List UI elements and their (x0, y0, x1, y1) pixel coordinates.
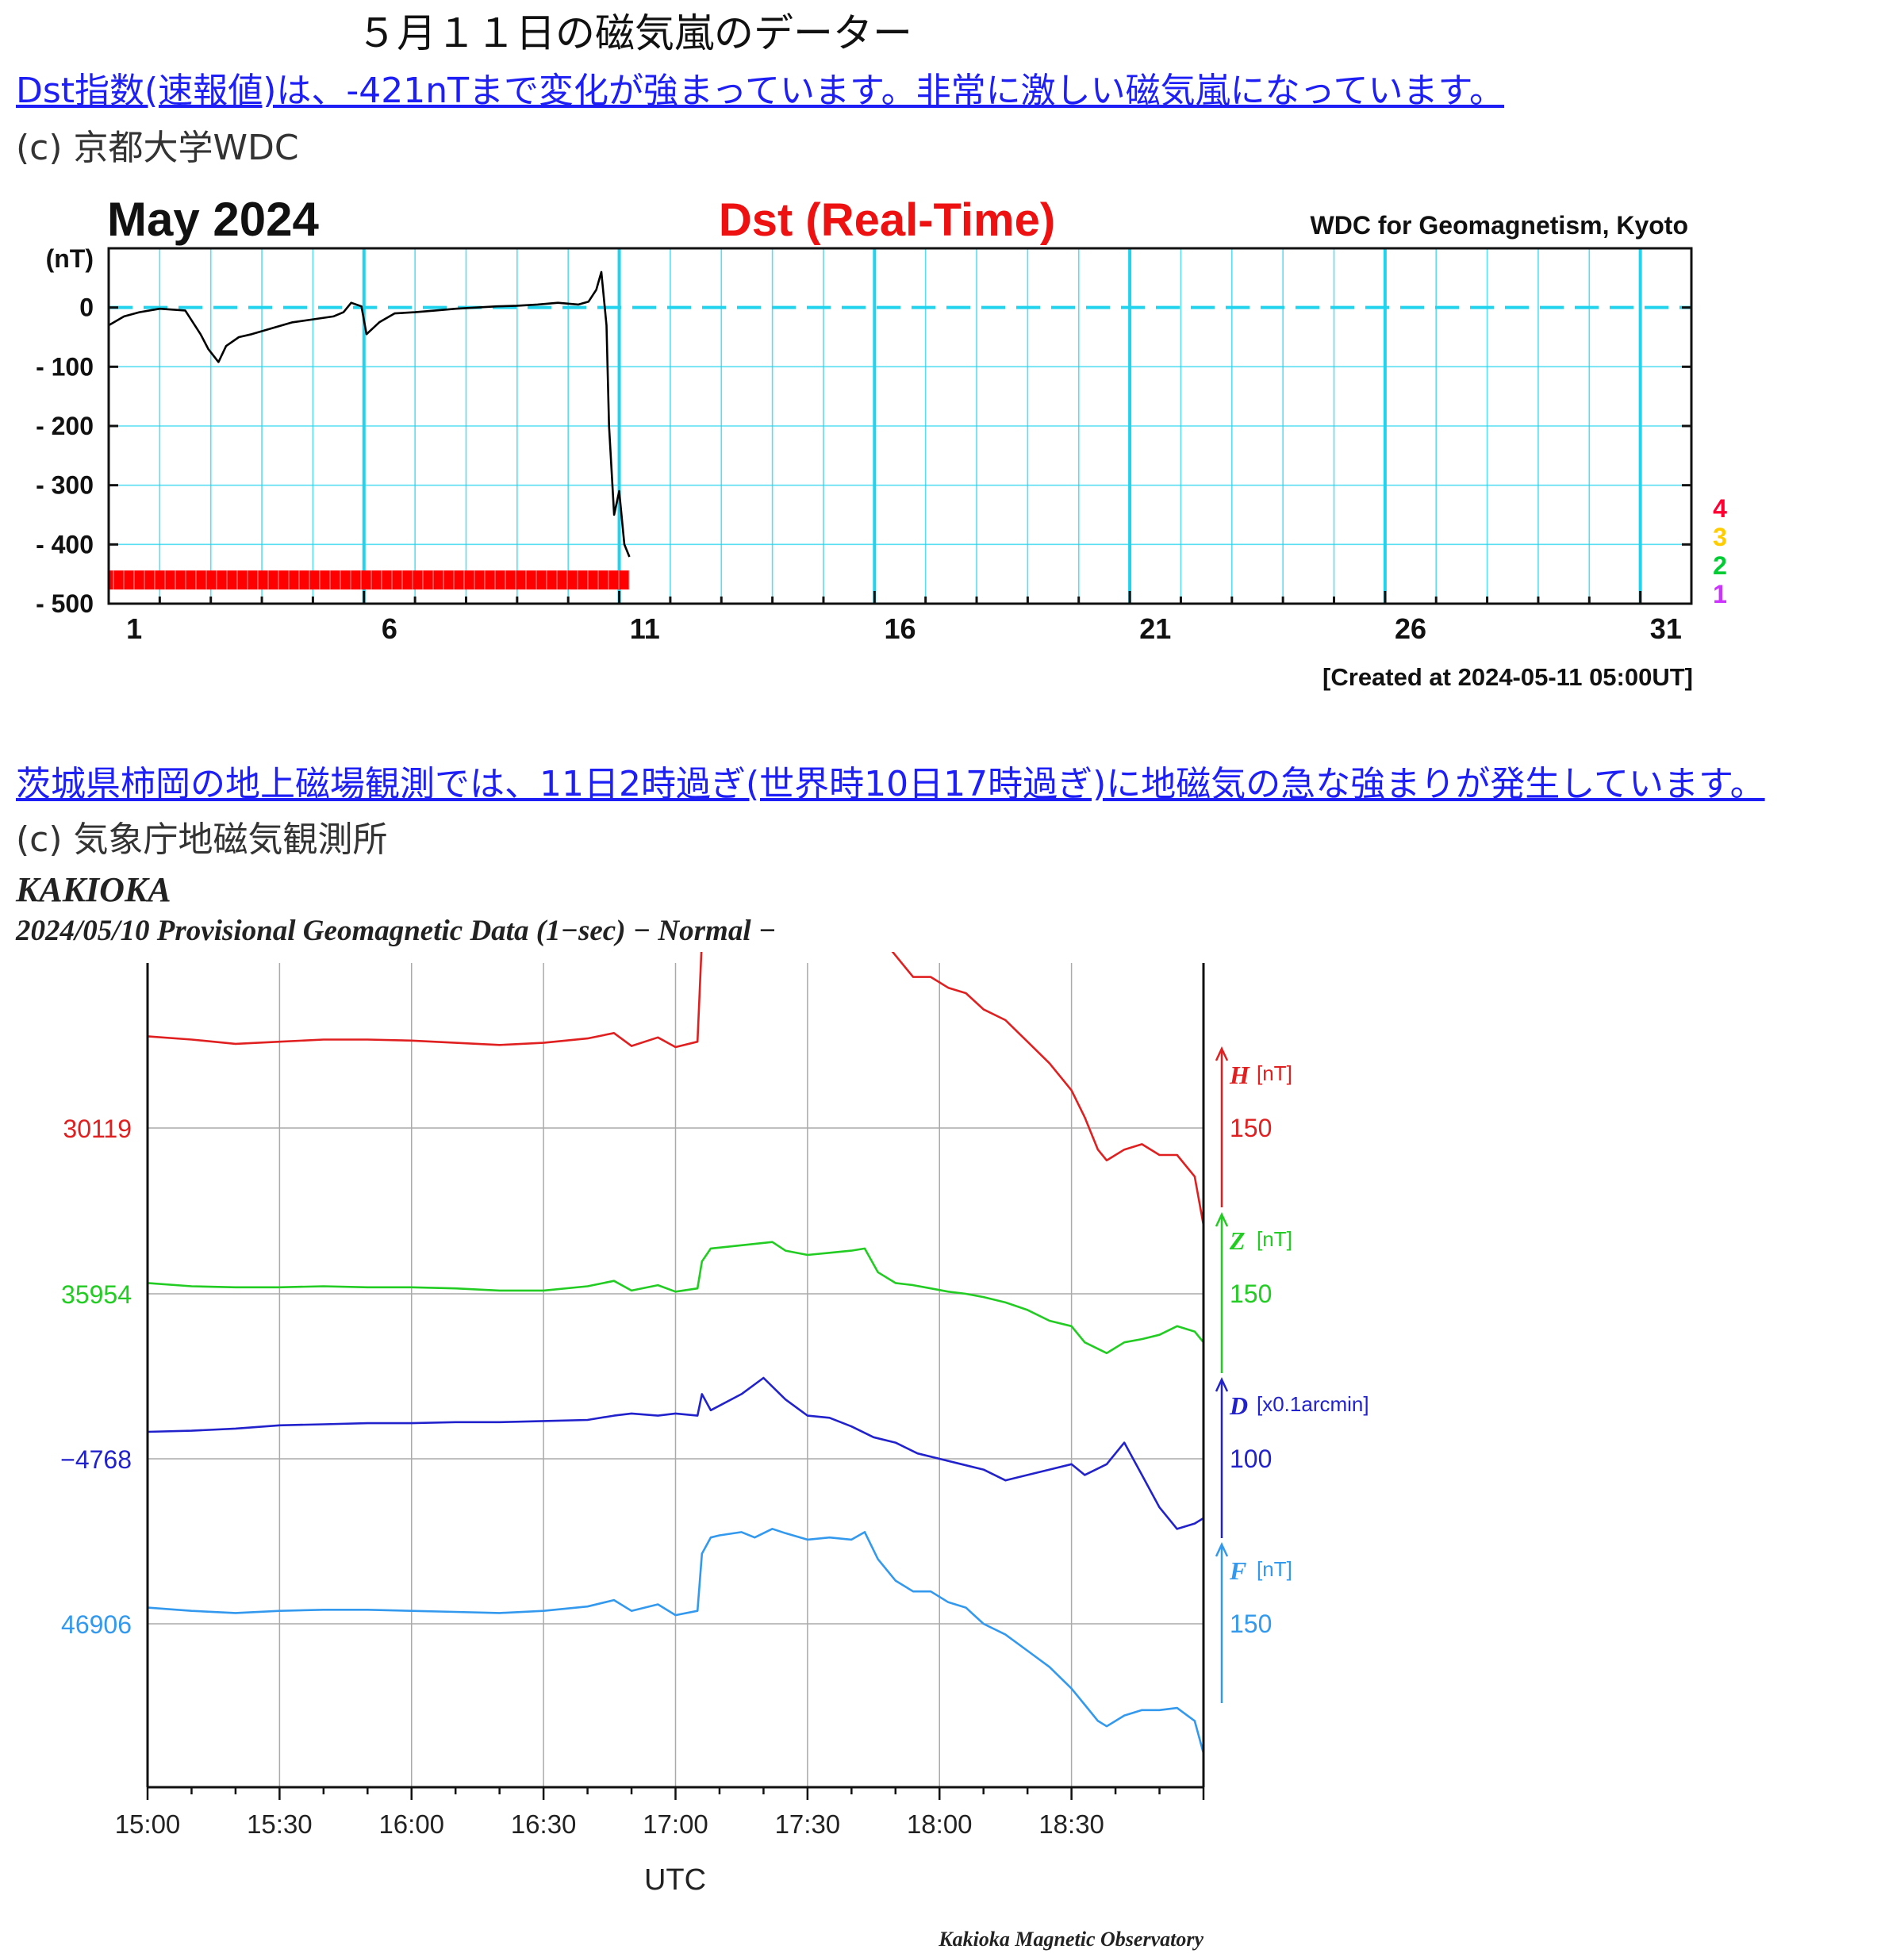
dst-y-tick-label: - 100 (36, 352, 94, 381)
kakioka-scale-label: 150 (1230, 1114, 1272, 1142)
dst-source-label: WDC for Geomagnetism, Kyoto (1311, 211, 1688, 240)
kakioka-scale-arrow (1215, 1046, 1229, 1061)
kakioka-unit-label: [x0.1arcmin] (1257, 1392, 1369, 1416)
dst-created-label: [Created at 2024-05-11 05:00UT] (1322, 663, 1693, 691)
kakioka-x-tick-label: 17:00 (643, 1809, 708, 1839)
kakioka-x-tick-label: 18:00 (907, 1809, 973, 1839)
kakioka-scale-label: 150 (1230, 1280, 1272, 1308)
dst-kp-legend-item: 3 (1713, 523, 1727, 551)
kakioka-footer: Kakioka Magnetic Observatory (938, 1928, 1203, 1951)
dst-chart-title: May 2024 (107, 193, 319, 246)
kakioka-x-tick-label: 17:30 (775, 1809, 841, 1839)
kakioka-chart-subtitle: 2024/05/10 Provisional Geomagnetic Data … (16, 915, 777, 947)
dst-grid (108, 248, 1692, 604)
dst-series-line (108, 271, 631, 558)
dst-x-tick-label: 26 (1395, 612, 1426, 645)
dst-y-tick-label: - 500 (36, 589, 94, 618)
kakioka-x-ticks: 15:00 15:30 16:00 16:30 17:00 17:30 18:00 18:30 (115, 1787, 1205, 1839)
kakioka-series-h-line (147, 952, 1205, 1226)
kakioka-series-f-line (147, 1527, 1205, 1754)
kakioka-series-group (147, 952, 1205, 1754)
kakioka-baseline-label: 30119 (63, 1115, 132, 1143)
dst-y-tick-label: - 200 (36, 412, 94, 440)
kakioka-series-labels: 30119 H [nT] 150 35954 Z [nT] 150 −4768 D [x0.1arc… (60, 1046, 1369, 1703)
kakioka-chart-title: KAKIOKA (16, 870, 171, 909)
dst-y-tick-label: - 300 (36, 471, 94, 500)
dst-kp-bar-fill (109, 570, 630, 590)
kakioka-scale-arrow (1215, 1542, 1229, 1557)
dst-x-tick-label: 16 (884, 612, 916, 645)
dst-news-link[interactable]: Dst指数(速報値)は、-421nTまで変化が強まっています。非常に激しい磁気嵐… (16, 71, 1505, 111)
kakioka-component-label: D (1229, 1391, 1248, 1420)
dst-x-tick-label: 31 (1650, 612, 1682, 645)
kakioka-baseline-label: −4768 (60, 1445, 132, 1474)
kakioka-credit: (c) 気象庁地磁気観測所 (16, 819, 388, 860)
dst-x-tick-label: 6 (382, 612, 397, 645)
dst-chart: May 2024 Dst (Real-Time) WDC for Geomagn… (36, 193, 1727, 691)
kakioka-scale-arrow (1215, 1212, 1229, 1227)
kakioka-baseline-label: 46906 (61, 1610, 132, 1639)
kakioka-unit-label: [nT] (1257, 1557, 1292, 1581)
dst-chart-center-title: Dst (Real-Time) (719, 194, 1055, 246)
dst-x-tick-label: 11 (630, 612, 660, 645)
kakioka-component-label: Z (1229, 1226, 1246, 1255)
kakioka-series-z-line (147, 1241, 1205, 1355)
dst-x-ticks: 1 6 11 16 21 26 31 (107, 591, 1693, 645)
kakioka-unit-label: [nT] (1257, 1061, 1292, 1085)
dst-kp-bar (109, 570, 630, 590)
dst-y-tick-label: - 400 (36, 530, 94, 558)
kakioka-x-tick-label: 15:00 (115, 1809, 181, 1839)
kakioka-x-axis-label: UTC (644, 1863, 706, 1897)
dst-kp-legend-item: 4 (1713, 494, 1727, 523)
kakioka-scale-label: 150 (1230, 1610, 1272, 1638)
kakioka-baseline-label: 35954 (61, 1280, 132, 1309)
kakioka-x-tick-label: 18:30 (1038, 1809, 1104, 1839)
kakioka-component-label: H (1229, 1061, 1250, 1089)
dst-kp-legend-item: 2 (1713, 551, 1727, 580)
kakioka-x-tick-label: 16:00 (378, 1809, 444, 1839)
dst-kp-legend-item: 1 (1713, 580, 1727, 608)
kakioka-series-d-line (147, 1376, 1204, 1530)
dst-series-group (108, 271, 631, 558)
dst-x-tick-label: 1 (126, 612, 142, 645)
dst-y-tick-label: 0 (79, 294, 94, 322)
kakioka-component-label: F (1229, 1556, 1246, 1585)
kakioka-scale-label: 100 (1230, 1445, 1272, 1473)
kakioka-unit-label: [nT] (1257, 1227, 1292, 1251)
dst-y-unit: (nT) (46, 244, 94, 273)
kakioka-x-tick-label: 15:30 (247, 1809, 313, 1839)
kakioka-x-tick-label: 16:30 (511, 1809, 577, 1839)
kakioka-grid (148, 963, 1203, 1787)
dst-credit: (c) 京都大学WDC (16, 128, 299, 168)
dst-y-ticks: 0 - 100 - 200 - 300 - 400 - 500 (36, 294, 1691, 618)
kakioka-chart: 30119 H [nT] 150 35954 Z [nT] 150 −4768 D [x0.1arc… (60, 952, 1369, 1951)
kakioka-news-link[interactable]: 茨城県柿岡の地上磁場観測では、11日2時過ぎ(世界時10日17時過ぎ)に地磁気の… (16, 764, 1765, 804)
kakioka-scale-arrow (1215, 1377, 1229, 1392)
dst-x-tick-label: 21 (1139, 612, 1171, 645)
page-title: ５月１１日の磁気嵐のデーター (357, 10, 912, 56)
